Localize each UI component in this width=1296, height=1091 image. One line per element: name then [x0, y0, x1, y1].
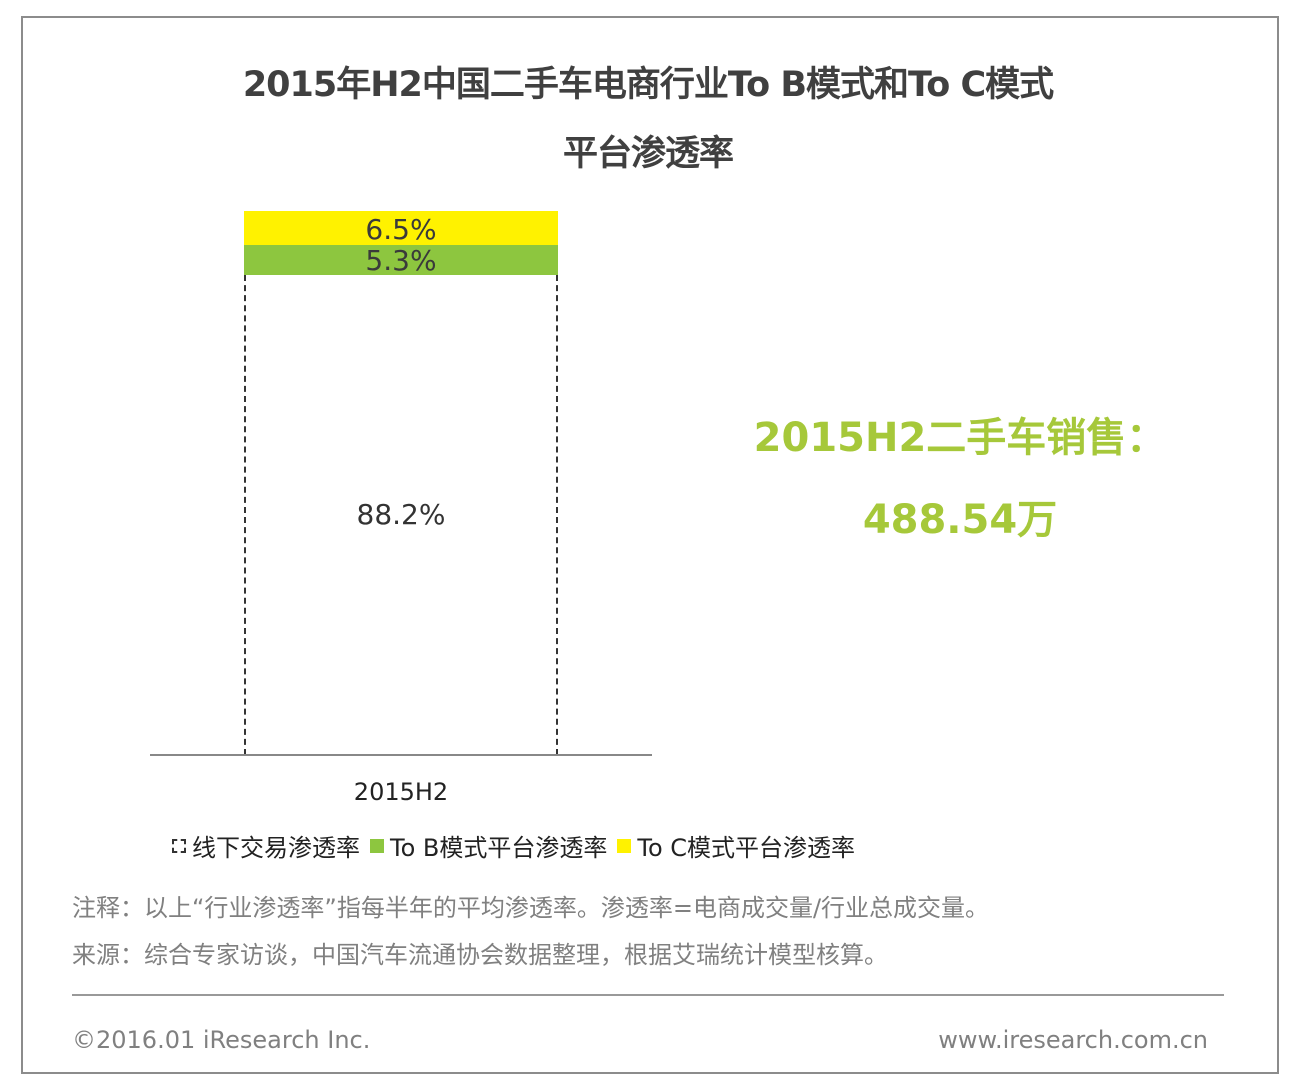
- bar-label-to-b: 5.3%: [365, 244, 437, 277]
- bar-segment-to-b: 5.3%: [244, 244, 558, 277]
- legend-item-offline: 线下交易渗透率: [172, 828, 360, 863]
- x-axis-line: [150, 754, 652, 756]
- bar-label-to-c: 6.5%: [365, 213, 437, 246]
- legend-item-to-b: To B模式平台渗透率: [370, 828, 607, 863]
- footer-website-link[interactable]: www.iresearch.com.cn: [938, 1026, 1208, 1054]
- bar-segment-to-c: 6.5%: [244, 211, 558, 246]
- legend-label-to-c: To C模式平台渗透率: [637, 834, 856, 862]
- legend-label-to-b: To B模式平台渗透率: [390, 834, 608, 862]
- legend-item-to-c: To C模式平台渗透率: [617, 828, 855, 863]
- footer-divider: [72, 994, 1224, 996]
- footnote-source: 来源：综合专家访谈，中国汽车流通协会数据整理，根据艾瑞统计模型核算。: [72, 941, 888, 969]
- x-axis-tick-label: 2015H2: [353, 778, 449, 806]
- chart-legend: 线下交易渗透率 To B模式平台渗透率 To C模式平台渗透率: [172, 828, 865, 863]
- chart-frame: [21, 16, 1279, 1074]
- sales-callout-value: 488.54万: [862, 497, 1058, 543]
- footnote-note: 注释：以上“行业渗透率”指每半年的平均渗透率。渗透率=电商成交量/行业总成交量。: [72, 894, 990, 922]
- sales-callout-heading: 2015H2二手车销售：: [753, 415, 1167, 461]
- bar-label-offline: 88.2%: [356, 498, 446, 531]
- legend-swatch-offline-icon: [172, 838, 186, 853]
- chart-title-line1: 2015年H2中国二手车电商行业To B模式和To C模式: [242, 65, 1054, 105]
- chart-title-line2: 平台渗透率: [562, 134, 734, 174]
- legend-swatch-to-b-icon: [370, 838, 384, 853]
- footer-copyright: ©2016.01 iResearch Inc.: [72, 1026, 371, 1054]
- bar-segment-offline: [244, 275, 558, 755]
- legend-label-offline: 线下交易渗透率: [192, 834, 360, 862]
- legend-swatch-to-c-icon: [617, 838, 632, 853]
